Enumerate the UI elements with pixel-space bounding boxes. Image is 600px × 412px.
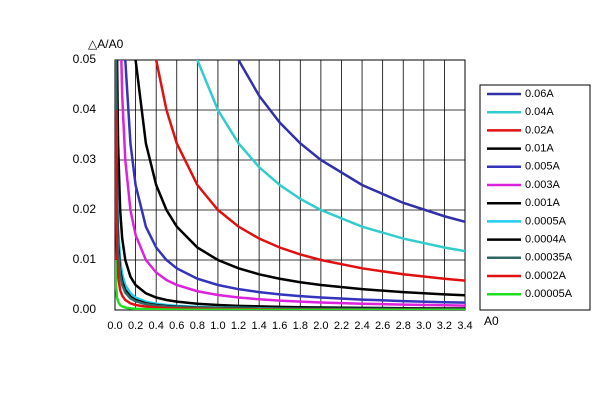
legend-label: 0.01A xyxy=(525,143,554,155)
x-tick-label: 3.0 xyxy=(416,320,431,332)
x-tick-label: 0.8 xyxy=(190,320,205,332)
y-axis-label: △A/A0 xyxy=(88,37,124,51)
x-tick-label: 0.6 xyxy=(169,320,184,332)
x-tick-label: 1.0 xyxy=(210,320,225,332)
x-tick-label: 0.2 xyxy=(128,320,143,332)
series-line xyxy=(196,60,465,253)
legend-label: 0.005A xyxy=(525,161,561,173)
legend-label: 0.001A xyxy=(525,197,561,209)
series-line xyxy=(237,60,465,223)
x-tick-label: 1.8 xyxy=(293,320,308,332)
y-tick-label: 0.00 xyxy=(73,302,97,316)
series-line xyxy=(154,60,465,282)
x-tick-label: 1.6 xyxy=(272,320,287,332)
x-tick-label: 0.0 xyxy=(107,320,122,332)
series-line xyxy=(120,60,465,307)
legend-label: 0.0005A xyxy=(525,215,567,227)
x-tick-label: 2.0 xyxy=(313,320,328,332)
y-tick-label: 0.01 xyxy=(73,252,97,266)
legend-label: 0.06A xyxy=(525,88,554,100)
x-tick-label: 2.6 xyxy=(375,320,390,332)
x-tick-label: 2.2 xyxy=(334,320,349,332)
legend xyxy=(479,84,591,311)
legend-label: 0.0004A xyxy=(525,234,567,246)
x-tick-label: 3.2 xyxy=(437,320,452,332)
x-tick-label: 3.4 xyxy=(457,320,472,332)
legend-label: 0.003A xyxy=(525,179,561,191)
legend-label: 0.02A xyxy=(525,124,554,136)
x-tick-label: 2.4 xyxy=(354,320,369,332)
y-tick-label: 0.03 xyxy=(73,152,97,166)
legend-label: 0.00005A xyxy=(525,288,573,300)
series-line xyxy=(134,60,465,297)
series-line xyxy=(115,259,465,310)
lines xyxy=(115,60,465,310)
x-tick-label: 1.2 xyxy=(231,320,246,332)
y-tick-label: 0.02 xyxy=(73,202,97,216)
series-line xyxy=(124,60,465,304)
y-tick-label: 0.04 xyxy=(73,102,97,116)
x-axis-label: A0 xyxy=(484,314,499,328)
x-tick-label: 2.8 xyxy=(396,320,411,332)
legend-label: 0.00035A xyxy=(525,252,573,264)
legend-label: 0.0002A xyxy=(525,270,567,282)
y-tick-label: 0.05 xyxy=(73,52,97,66)
x-tick-label: 1.4 xyxy=(251,320,266,332)
x-tick-label: 0.4 xyxy=(149,320,164,332)
legend-label: 0.04A xyxy=(525,106,554,118)
plot-area xyxy=(114,59,466,311)
